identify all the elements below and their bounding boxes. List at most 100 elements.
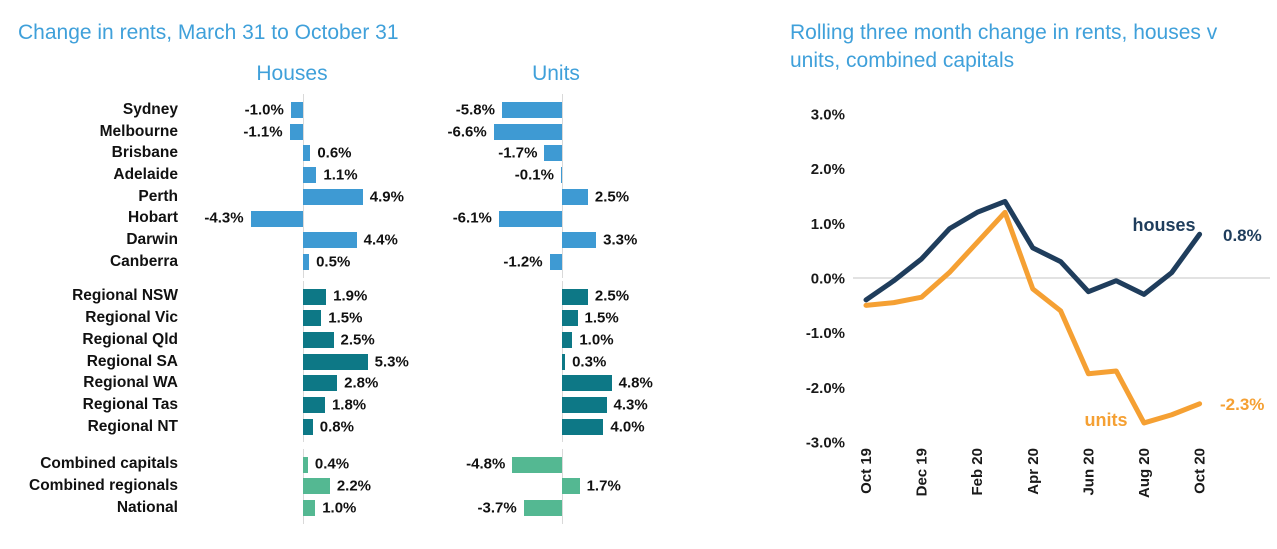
bar-group-capital-cities: Sydney -1.0% -5.8% Melbourne -1.1% -6.6% Brisb… — [0, 94, 770, 278]
bar-value-label: -5.8% — [455, 101, 495, 119]
units-series-label: units — [1085, 410, 1128, 430]
bar-group-regional: Regional NSW 1.9% 2.5% Regional Vic 1.5% 1.5%… — [0, 280, 770, 443]
bar-value-label: 4.3% — [613, 396, 648, 414]
houses-cell: 5.3% — [185, 351, 445, 373]
units-bar — [498, 210, 562, 227]
houses-bar — [303, 456, 308, 473]
bar-value-label: 1.9% — [333, 287, 368, 305]
units-cell: 4.0% — [445, 416, 760, 438]
x-tick-label: Dec 19 — [914, 448, 931, 496]
bar-value-label: -6.6% — [447, 123, 487, 141]
houses-bar — [303, 188, 363, 205]
units-cell: -1.2% — [445, 251, 760, 273]
x-tick-label: Apr 20 — [1025, 448, 1042, 495]
category-label: Brisbane — [111, 144, 178, 162]
bar-row: Regional Qld 2.5% 1.0% — [0, 329, 770, 351]
units-end-value: -2.3% — [1220, 395, 1264, 414]
bar-row: Regional Vic 1.5% 1.5% — [0, 307, 770, 329]
y-tick-label: -1.0% — [806, 325, 845, 342]
zero-axis-line — [561, 94, 563, 278]
category-label: Regional NSW — [72, 287, 178, 305]
bar-value-label: 0.3% — [572, 353, 607, 371]
bar-value-label: -6.1% — [452, 209, 492, 227]
category-label: Regional NT — [87, 417, 178, 435]
bar-value-label: 0.4% — [314, 455, 350, 473]
bar-row: Regional NT 0.8% 4.0% — [0, 416, 770, 438]
units-cell: 1.5% — [445, 307, 760, 329]
category-label: Canberra — [109, 252, 178, 270]
houses-cell: 1.5% — [185, 307, 445, 329]
bar-value-label: -1.1% — [243, 123, 283, 141]
units-bar — [544, 145, 562, 162]
units-cell: -0.1% — [445, 164, 760, 186]
category-label: Combined capitals — [40, 455, 178, 473]
houses-bar — [303, 418, 313, 435]
x-tick-label: Oct 20 — [1192, 448, 1209, 494]
units-bar — [549, 253, 562, 270]
houses-series-label: houses — [1132, 215, 1195, 235]
houses-cell: -1.0% — [185, 94, 445, 278]
category-label: Melbourne — [99, 122, 178, 140]
units-cell: 0.3% — [445, 351, 760, 373]
bar-row: Regional WA 2.8% 4.8% — [0, 372, 770, 394]
houses-bar — [303, 310, 322, 327]
bar-row: Brisbane 0.6% -1.7% — [0, 142, 770, 164]
units-bar — [562, 418, 604, 435]
houses-cell: -1.1% — [185, 121, 445, 143]
units-bar — [501, 102, 562, 118]
bar-row: Hobart -4.3% -6.1% — [0, 208, 770, 230]
bar-row: Regional Tas 1.8% 4.3% — [0, 394, 770, 416]
bar-value-label: 1.8% — [331, 396, 367, 414]
houses-cell: 1.9% — [185, 280, 445, 443]
houses-line — [863, 198, 1203, 303]
units-cell: -4.8% — [445, 448, 760, 524]
houses-bar — [303, 353, 368, 370]
houses-cell: 1.8% — [185, 394, 445, 416]
units-bar — [562, 397, 607, 414]
houses-cell: 4.9% — [185, 186, 445, 208]
houses-cell: 4.4% — [185, 229, 445, 251]
units-bar — [562, 288, 588, 305]
units-cell: -6.6% — [445, 121, 760, 143]
category-label: Sydney — [122, 100, 178, 118]
bar-row: Perth 4.9% 2.5% — [0, 186, 770, 208]
bar-value-label: -4.3% — [204, 209, 244, 227]
houses-bar — [250, 210, 303, 227]
houses-bar — [303, 331, 334, 348]
bar-group-combined: Combined capitals 0.4% -4.8% Combined regio… — [0, 448, 770, 524]
houses-bar — [303, 167, 317, 184]
units-line — [863, 209, 1203, 426]
units-bar — [493, 123, 562, 140]
bar-row: Adelaide 1.1% -0.1% — [0, 164, 770, 186]
units-bar — [562, 331, 573, 348]
line-chart: 3.0% 2.0% 1.0% 0.0% -1.0% -2.0% -3.0% Oct 19 Dec… — [806, 106, 1270, 498]
houses-column-header: Houses — [256, 62, 328, 85]
houses-cell: 1.1% — [185, 164, 445, 186]
category-label: Regional WA — [83, 374, 178, 392]
bar-value-label: 1.0% — [579, 331, 614, 349]
houses-bar — [303, 397, 325, 414]
houses-bar — [289, 123, 303, 140]
category-label: Hobart — [128, 209, 178, 227]
bar-value-label: 4.4% — [363, 231, 398, 249]
bar-value-label: -1.2% — [503, 253, 543, 271]
units-cell: 4.3% — [445, 394, 760, 416]
houses-bar — [303, 253, 310, 270]
y-tick-label: 2.0% — [811, 161, 845, 178]
category-label: Adelaide — [113, 165, 178, 183]
bar-row: Combined capitals 0.4% -4.8% — [0, 448, 770, 524]
y-tick-label: 0.0% — [811, 271, 845, 288]
bar-value-label: 2.5% — [594, 287, 630, 305]
bar-row: Darwin 4.4% 3.3% — [0, 229, 770, 251]
category-label: Combined regionals — [29, 477, 178, 495]
bar-value-label: 3.3% — [603, 231, 638, 249]
bar-value-label: 1.5% — [584, 309, 619, 327]
units-cell: -6.1% — [445, 208, 760, 230]
category-label: Regional SA — [86, 352, 178, 370]
houses-bar — [303, 232, 357, 249]
category-label: Regional Vic — [85, 309, 178, 327]
units-cell: 4.8% — [445, 372, 760, 394]
houses-cell: 0.6% — [185, 142, 445, 164]
bar-value-label: 1.1% — [323, 166, 358, 184]
